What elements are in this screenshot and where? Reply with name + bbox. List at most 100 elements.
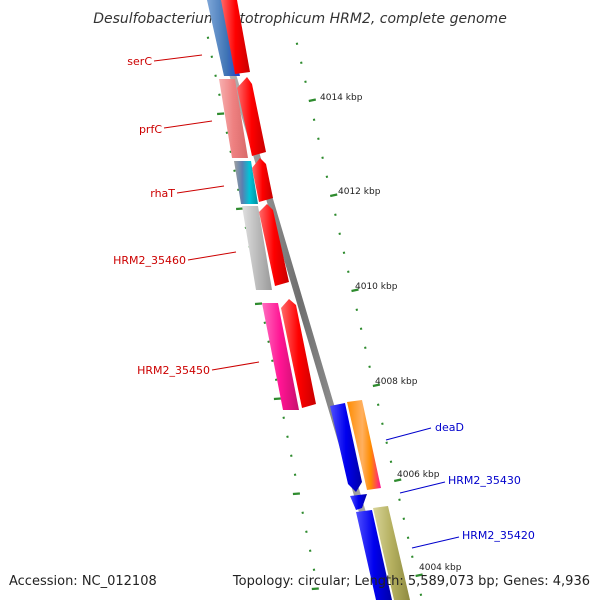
scale-tick-right: [402, 517, 406, 520]
gene-deaD-class-bar: [347, 400, 381, 490]
scale-tick-left: [311, 587, 319, 591]
scale-tick-left: [267, 340, 270, 343]
accession-text: Accession: NC_012108: [9, 574, 157, 589]
scale-tick-left: [218, 93, 221, 96]
scale-tick-right: [368, 365, 371, 368]
gene-labels: serC prfC rhaT HRM2_35460 HRM2_35450 dea…: [113, 55, 535, 542]
scale-tick-right: [317, 137, 320, 140]
leader-HRM2_35450: [211, 361, 260, 371]
gene-label-HRM2_35460[interactable]: HRM2_35460: [113, 254, 186, 267]
topology-text: Topology: circular; Length: 5,589,073 bp…: [232, 574, 590, 589]
scale-tick-right: [312, 118, 316, 121]
scale-tick-right: [385, 441, 388, 444]
cog-class-bars-left: [207, 0, 299, 410]
gene-HRM2_35430-arrow[interactable]: [350, 494, 367, 510]
leader-HRM2_35430: [399, 481, 446, 494]
scale-tick-right: [329, 193, 338, 198]
scale-tick-right: [295, 42, 299, 45]
scale-tick-left: [290, 454, 293, 457]
scale-tick-left: [254, 302, 263, 306]
scale-tick-left: [214, 74, 217, 77]
gene-prfC-class-bar: [219, 79, 248, 158]
gene-label-deaD[interactable]: deaD: [435, 421, 464, 434]
gene-label-prfC[interactable]: prfC: [139, 123, 162, 136]
gene-HRM2_35450-class-bar: [262, 303, 299, 410]
tick-label-4008: 4008 kbp: [375, 377, 418, 387]
scale-tick-right: [351, 288, 359, 293]
tick-label-4006: 4006 kbp: [397, 470, 440, 480]
gene-label-serC[interactable]: serC: [127, 55, 152, 68]
map-title: Desulfobacterium autotrophicum HRM2, com…: [93, 11, 507, 27]
leader-deaD: [385, 427, 432, 441]
scale-tick-left: [236, 207, 244, 211]
scale-tick-right: [325, 175, 329, 178]
gene-HRM2_35460-arrow[interactable]: [259, 204, 289, 286]
scale-tick-left: [210, 55, 214, 58]
scale-tick-left: [305, 530, 308, 533]
gene-label-HRM2_35450[interactable]: HRM2_35450: [137, 364, 210, 377]
scale-tick-right: [415, 573, 423, 578]
scale-tick-left: [282, 416, 285, 419]
scale-tick-left: [286, 435, 289, 438]
scale-tick-right: [393, 478, 402, 483]
gene-HRM2_35420-arrow[interactable]: [356, 510, 392, 600]
gene-HRM2_35420-class-bar: [373, 506, 410, 600]
scale-tick-left: [301, 511, 304, 514]
gene-label-HRM2_35420[interactable]: HRM2_35420: [462, 529, 535, 542]
scale-tick-right: [419, 593, 423, 596]
scale-tick-left: [308, 549, 312, 552]
tick-label-4010: 4010 kbp: [355, 282, 398, 292]
scale-tick-right: [338, 232, 341, 235]
scale-tick-right: [389, 460, 393, 463]
tick-label-4012: 4012 kbp: [338, 187, 381, 197]
scale-tick-left: [292, 492, 300, 496]
scale-tick-left: [225, 131, 229, 134]
gene-serC-arrow[interactable]: [221, 0, 250, 74]
scale-tick-right: [381, 422, 384, 425]
cog-class-bars-right: [347, 400, 410, 600]
scale-tick-right: [359, 327, 363, 330]
gene-prfC-arrow[interactable]: [237, 77, 266, 156]
gene-rhaT-arrow[interactable]: [252, 158, 273, 202]
leader-prfC: [163, 120, 213, 129]
scale-tick-right: [364, 346, 367, 349]
label-leader-lines: [153, 54, 460, 549]
scale-tick-right: [304, 80, 307, 83]
scale-tick-left: [312, 568, 316, 571]
gene-label-rhaT[interactable]: rhaT: [150, 187, 175, 200]
scale-tick-left: [274, 378, 278, 381]
reverse-strand-genes: [330, 403, 392, 600]
scale-tick-right: [347, 270, 350, 273]
gene-serC-class-bar: [207, 0, 240, 76]
forward-strand-genes: [221, 0, 316, 408]
scale-tick-right: [300, 61, 303, 64]
gene-HRM2_35450-arrow[interactable]: [281, 299, 316, 408]
scale-tick-right: [398, 498, 401, 501]
scale-tick-right: [321, 156, 324, 159]
scale-tick-left: [217, 112, 225, 116]
gene-rhaT-class-bar: [234, 161, 258, 204]
leader-HRM2_35420: [411, 536, 460, 549]
gene-label-HRM2_35430[interactable]: HRM2_35430: [448, 474, 521, 487]
tick-label-4004: 4004 kbp: [419, 563, 462, 573]
scale-tick-left: [271, 359, 274, 362]
leader-rhaT: [176, 185, 225, 194]
leader-serC: [153, 54, 203, 62]
scale-tick-right: [355, 308, 359, 311]
scale-tick-right: [411, 555, 414, 558]
leader-HRM2_35460: [187, 251, 237, 261]
scale-tick-left: [273, 397, 281, 401]
scale-tick-right: [376, 403, 380, 406]
tick-label-4014: 4014 kbp: [320, 93, 363, 103]
gene-deaD-arrow[interactable]: [330, 403, 362, 492]
scale-tick-right: [342, 251, 346, 254]
scale-tick-left: [233, 169, 236, 172]
scale-tick-right: [334, 213, 337, 216]
tick-labels: 4014 kbp 4012 kbp 4010 kbp 4008 kbp 4006…: [320, 93, 462, 573]
scale-tick-left: [263, 321, 267, 324]
scale-tick-right: [308, 98, 317, 103]
scale-tick-left: [293, 473, 297, 476]
gene-HRM2_35460-class-bar: [242, 206, 272, 290]
